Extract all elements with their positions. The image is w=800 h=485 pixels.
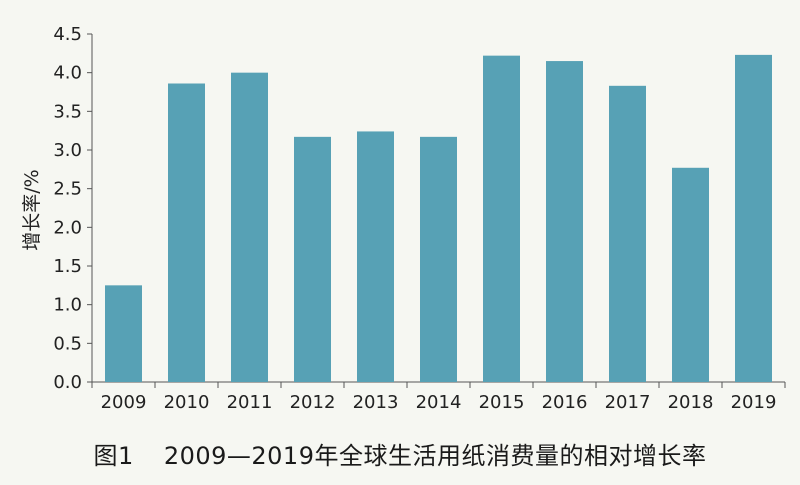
- y-tick-label: 0.5: [53, 333, 82, 354]
- bar-2011: [231, 72, 268, 383]
- x-tick-label: 2018: [668, 392, 714, 413]
- y-axis-title: 增长率/%: [21, 169, 43, 250]
- x-tick-label: 2010: [164, 392, 210, 413]
- y-tick-label: 1.5: [53, 256, 82, 277]
- y-tick-label: 3.0: [53, 140, 82, 161]
- y-tick-label: 3.5: [53, 101, 82, 122]
- y-axis: 0.0 0.5 1.0 1.5 2.0 2.5 3.0 3.5 4.0 4.5: [53, 24, 93, 393]
- x-tick-label: 2016: [542, 392, 588, 413]
- x-tick-label: 2009: [101, 392, 147, 413]
- bar-2013: [357, 131, 394, 382]
- bar-2010: [168, 83, 205, 382]
- bar-2019: [735, 54, 772, 382]
- bar-chart: 0.00.51.01.52.02.53.03.54.04.5 2009 2010 2…: [21, 24, 786, 413]
- bar-2018: [672, 167, 709, 382]
- y-tick-label: 2.0: [53, 217, 82, 238]
- x-tick-label: 2013: [353, 392, 399, 413]
- y-tick-label: 1.0: [53, 295, 82, 316]
- x-tick-label: 2011: [227, 392, 273, 413]
- y-tick-label: 2.5: [53, 179, 82, 200]
- x-tick-label: 2014: [416, 392, 462, 413]
- figure-number: 图1: [93, 442, 134, 470]
- x-tick-label: 2019: [731, 392, 777, 413]
- y-tick-label: 0.0: [53, 372, 82, 393]
- bar-2017: [609, 85, 646, 383]
- bar-2015: [483, 55, 520, 383]
- bar-2014: [420, 136, 457, 382]
- figure-caption: 图1 2009—2019年全球生活用纸消费量的相对增长率: [0, 436, 800, 471]
- bars: [105, 54, 772, 383]
- x-axis: 2009 2010 2011 2012 2013 2014 2015 2016 2017 2018…: [91, 381, 786, 413]
- x-tick-label: 2015: [479, 392, 525, 413]
- bar-2012: [294, 136, 331, 382]
- x-tick-label: 2012: [290, 392, 336, 413]
- bar-2009: [105, 285, 142, 382]
- y-tick-label: 4.0: [53, 63, 82, 84]
- y-tick-label: 4.5: [53, 24, 82, 45]
- x-tick-label: 2017: [605, 392, 651, 413]
- figure-title: 2009—2019年全球生活用纸消费量的相对增长率: [163, 442, 707, 470]
- bar-2016: [546, 61, 583, 383]
